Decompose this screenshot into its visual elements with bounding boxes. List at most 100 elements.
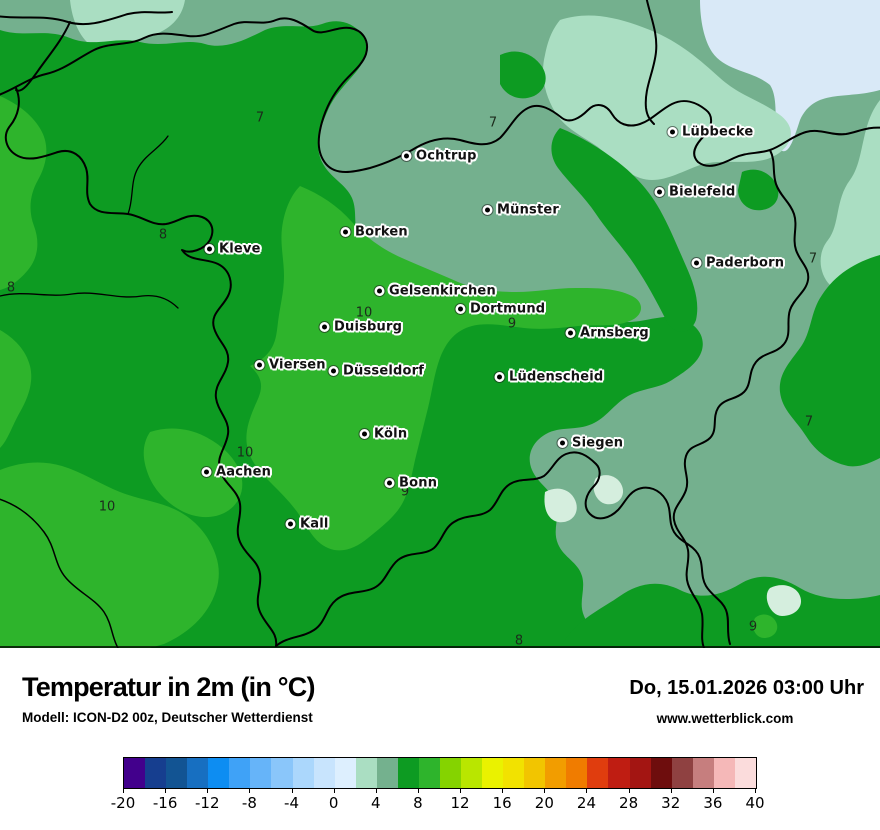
temperature-value: 7	[804, 414, 814, 430]
colorbar-tick	[417, 788, 419, 793]
city-dot-icon	[204, 469, 209, 475]
city-marker-viersen: Viersen	[257, 358, 326, 373]
colorbar-tick	[123, 788, 124, 793]
border-east	[672, 149, 810, 648]
city-dot-icon	[207, 246, 212, 252]
colorbar-tick	[460, 788, 462, 793]
colorbar-segment-1	[145, 758, 167, 788]
colorbar-segment-4	[208, 758, 230, 788]
colorbar-tick	[670, 788, 672, 793]
city-label: Duisburg	[334, 319, 403, 335]
colorbar-tick-label: 36	[703, 794, 723, 812]
temperature-value: 10	[98, 499, 116, 515]
colorbar-tick-label: 32	[661, 794, 681, 812]
page-title: Temperatur in 2m (in °C)	[22, 672, 315, 702]
city-marker-dortmund: Dortmund	[458, 302, 545, 317]
city-dot-icon	[657, 189, 662, 195]
city-dot-icon	[362, 431, 367, 437]
border-district-1	[0, 292, 179, 309]
map-region-paleblue	[700, 0, 880, 152]
city-label: Münster	[497, 202, 560, 218]
city-label: Dortmund	[470, 301, 546, 317]
city-dot-icon	[343, 229, 348, 235]
colorbar-segment-13	[397, 758, 419, 788]
city-marker-köln: Köln	[362, 427, 407, 442]
colorbar-tick	[502, 788, 504, 793]
city-marker-duisburg: Duisburg	[322, 320, 402, 335]
colorbar-segment-29	[734, 758, 756, 788]
temperature-map: 7 7 8 8 7 10 9 7 10 9 10 9 8 Ochtrup Lübbecke Münster B…	[0, 0, 880, 649]
city-marker-bielefeld: Bielefeld	[657, 185, 736, 200]
city-label: Kall	[300, 516, 329, 532]
colorbar-segment-26	[671, 758, 693, 788]
state-borders	[0, 0, 880, 648]
city-label: Viersen	[269, 357, 326, 373]
city-dot-icon	[387, 480, 392, 486]
website-link[interactable]: www.wetterblick.com	[656, 711, 794, 726]
city-dot-icon	[497, 374, 502, 380]
colorbar-tick-label: -16	[152, 794, 178, 812]
colorbar-segment-18	[503, 758, 525, 788]
temperature-value: 10	[355, 305, 373, 321]
city-dot-icon	[670, 129, 675, 135]
colorbar-segment-11	[355, 758, 377, 788]
colorbar-tick	[375, 788, 377, 793]
colorbar-segment-28	[713, 758, 735, 788]
city-dot-icon	[322, 324, 327, 330]
colorbar-tick-label: 8	[413, 794, 423, 812]
temperature-colorbar	[123, 757, 757, 789]
temperature-value: 8	[514, 633, 524, 649]
city-marker-bonn: Bonn	[387, 476, 437, 491]
city-label: Düsseldorf	[343, 363, 425, 379]
temperature-value: 7	[808, 251, 818, 267]
colorbar-segment-0	[124, 758, 146, 788]
city-dot-icon	[331, 368, 336, 374]
city-marker-borken: Borken	[343, 225, 408, 240]
colorbar-segment-17	[482, 758, 504, 788]
city-label: Siegen	[572, 435, 624, 451]
colorbar-segment-7	[271, 758, 293, 788]
colorbar-tick	[586, 788, 588, 793]
colorbar-tick	[333, 788, 335, 793]
colorbar-segment-8	[292, 758, 314, 788]
colorbar-segment-19	[524, 758, 546, 788]
city-label: Bonn	[399, 475, 438, 491]
city-label: Paderborn	[706, 255, 785, 271]
colorbar-segment-6	[250, 758, 272, 788]
model-info: Modell: ICON-D2 00z, Deutscher Wetterdie…	[22, 710, 313, 725]
city-label: Lüdenscheid	[509, 369, 604, 385]
city-label: Bielefeld	[669, 184, 736, 200]
colorbar-tick	[291, 788, 293, 793]
map-region-lightmint	[544, 475, 802, 616]
border-topleft-2	[15, 21, 71, 92]
city-dot-icon	[458, 306, 463, 312]
city-marker-siegen: Siegen	[560, 436, 623, 451]
city-marker-münster: Münster	[485, 203, 559, 218]
colorbar-tick	[544, 788, 546, 793]
temperature-value: 9	[748, 619, 758, 635]
colorbar-tick	[165, 788, 167, 793]
colorbar-segment-2	[166, 758, 188, 788]
map-region-mint	[70, 0, 880, 378]
colorbar-tick-label: 12	[450, 794, 470, 812]
city-dot-icon	[694, 260, 699, 266]
colorbar-segment-20	[545, 758, 567, 788]
city-dot-icon	[404, 153, 409, 159]
colorbar-segment-22	[587, 758, 609, 788]
temperature-value: 10	[236, 445, 254, 461]
city-dot-icon	[288, 521, 293, 527]
city-dot-icon	[560, 440, 565, 446]
colorbar-segment-15	[439, 758, 461, 788]
colorbar-tick-label: -12	[195, 794, 220, 812]
temperature-value: 8	[158, 227, 168, 243]
city-label: Ochtrup	[416, 148, 477, 164]
city-dot-icon	[568, 330, 573, 336]
border-north	[0, 17, 880, 173]
map-svg	[0, 0, 880, 648]
colorbar-tick-label: -8	[241, 794, 257, 812]
colorbar-tick	[628, 788, 630, 793]
colorbar-tick-label: 4	[371, 794, 381, 812]
city-marker-lüdenscheid: Lüdenscheid	[497, 370, 603, 385]
colorbar-tick-label: 24	[576, 794, 596, 812]
forecast-datetime: Do, 15.01.2026 03:00 Uhr	[629, 677, 864, 699]
